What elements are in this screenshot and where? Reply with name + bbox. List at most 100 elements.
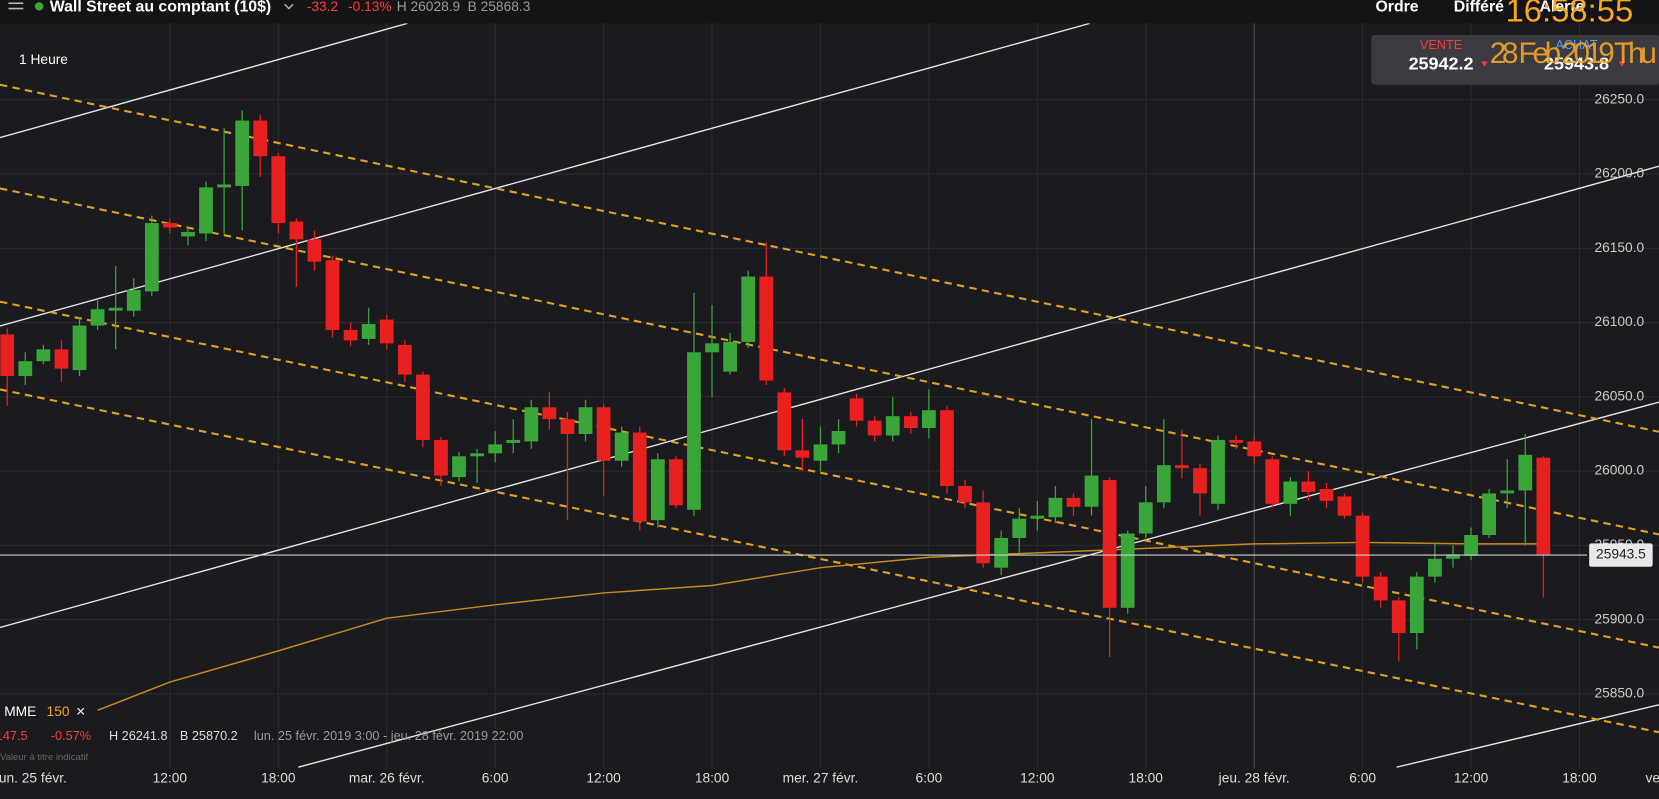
candle-body xyxy=(0,334,15,377)
candle-body xyxy=(1500,490,1515,494)
candle-body xyxy=(705,343,719,353)
candle-body xyxy=(235,120,250,186)
candle-body xyxy=(1265,459,1280,504)
y-tick-label: 26250.0 xyxy=(1594,91,1644,106)
trendline xyxy=(1396,704,1659,768)
indicator-remove[interactable]: × xyxy=(76,703,85,720)
candle-body xyxy=(795,450,810,458)
candle-body xyxy=(1482,493,1497,536)
y-tick-label: 26150.0 xyxy=(1594,240,1644,255)
candle-body xyxy=(162,223,177,228)
menu-item[interactable]: Différé xyxy=(1454,0,1504,16)
y-tick-label: 26100.0 xyxy=(1594,314,1644,329)
candle-body xyxy=(434,439,448,476)
sell-price[interactable]: 25942.2 xyxy=(1409,53,1474,73)
candle-body xyxy=(452,456,466,478)
candle-body xyxy=(741,276,756,342)
buy-label[interactable]: ACHAT xyxy=(1555,38,1597,52)
candle-body xyxy=(1301,481,1316,492)
x-tick-label: lun. 25 févr. xyxy=(0,770,67,785)
candle-body xyxy=(1084,475,1099,507)
down-arrow xyxy=(1618,61,1626,67)
dashed-channel xyxy=(0,83,1659,433)
dropdown[interactable] xyxy=(284,3,294,10)
candle-body xyxy=(1120,533,1135,608)
candle-body xyxy=(1102,480,1117,608)
candle-body xyxy=(1066,497,1081,507)
candle-body xyxy=(1464,535,1478,556)
candle-body xyxy=(723,341,737,372)
trendlines xyxy=(0,22,1659,768)
candle-body xyxy=(1048,497,1063,518)
candle-body xyxy=(1229,439,1243,443)
trendline xyxy=(0,22,408,139)
date-overlay: 28 Feb 2019 Thu xyxy=(1490,37,1657,70)
candle-body xyxy=(199,187,213,234)
dashed-channel xyxy=(0,187,1659,536)
candle-body xyxy=(144,223,159,292)
candle-body xyxy=(307,239,322,262)
x-tick-label: ve xyxy=(1646,770,1659,785)
candle-body xyxy=(416,374,430,440)
x-tick-label: 18:00 xyxy=(695,770,730,785)
candle-body xyxy=(1446,554,1460,559)
candle-body xyxy=(1536,457,1551,555)
trendline xyxy=(298,401,1659,768)
candle-body xyxy=(524,407,539,442)
candle-body xyxy=(1156,465,1171,503)
candle-body xyxy=(1428,558,1442,577)
current-price-box xyxy=(1589,543,1653,567)
candle-body xyxy=(18,361,33,377)
indicator-period: 150 xyxy=(47,704,70,719)
candle-body xyxy=(903,416,918,429)
menu-item[interactable]: Ordre xyxy=(1375,0,1418,16)
y-tick-label: 25900.0 xyxy=(1594,611,1644,626)
candle-body xyxy=(181,231,195,237)
candle-body xyxy=(940,410,954,486)
candle-body xyxy=(1518,454,1533,491)
sell-label[interactable]: VENTE xyxy=(1420,38,1462,52)
candle-body xyxy=(1175,465,1189,469)
instrument-title[interactable]: Wall Street au comptant (10$) xyxy=(50,0,272,16)
candle-body xyxy=(108,307,123,311)
candle-body xyxy=(1012,518,1027,538)
candle-body xyxy=(36,349,51,362)
period-range: lun. 25 févr. 2019 3:00 - jeu. 28 févr. … xyxy=(254,729,523,743)
candle-body xyxy=(1247,441,1262,457)
candle-body xyxy=(72,325,87,371)
candle-body xyxy=(488,444,503,454)
clock-overlay: 16:58:55 xyxy=(1506,0,1634,28)
y-tick-label: 26200.0 xyxy=(1594,166,1644,181)
candle-body xyxy=(542,407,557,420)
candle-body xyxy=(1337,496,1352,516)
x-tick-label: 12:00 xyxy=(1020,770,1055,785)
candle-body xyxy=(650,459,665,521)
y-tick-label: 26050.0 xyxy=(1594,388,1644,403)
candle-body xyxy=(687,352,701,510)
candle-body xyxy=(90,309,105,326)
candle-body xyxy=(470,453,484,457)
note: Valeur à titre indicatif xyxy=(0,752,89,763)
candle-body xyxy=(958,485,972,503)
menu-icon[interactable] xyxy=(8,2,24,10)
x-tick-label: 6:00 xyxy=(916,770,943,785)
x-tick-label: mer. 27 févr. xyxy=(783,770,859,785)
candle-body xyxy=(976,502,990,564)
candle-body xyxy=(560,419,575,434)
period-change: -147.5 xyxy=(0,729,28,743)
candle-body xyxy=(813,444,828,461)
y-tick-label: 25850.0 xyxy=(1594,686,1644,701)
menu-item[interactable]: Alerte xyxy=(1539,0,1584,16)
candle-body xyxy=(831,431,846,445)
candle-body xyxy=(867,420,882,436)
candle-body xyxy=(1409,576,1424,634)
candle-body xyxy=(669,459,683,506)
candles xyxy=(0,110,1588,711)
candle-body xyxy=(1193,468,1207,494)
buy-price[interactable]: 25943.8 xyxy=(1544,53,1609,73)
timeframe[interactable]: 1 Heure xyxy=(19,52,68,67)
candle-body xyxy=(361,324,376,339)
trendline xyxy=(0,22,1090,327)
current-price-label: 25943.5 xyxy=(1596,547,1646,562)
